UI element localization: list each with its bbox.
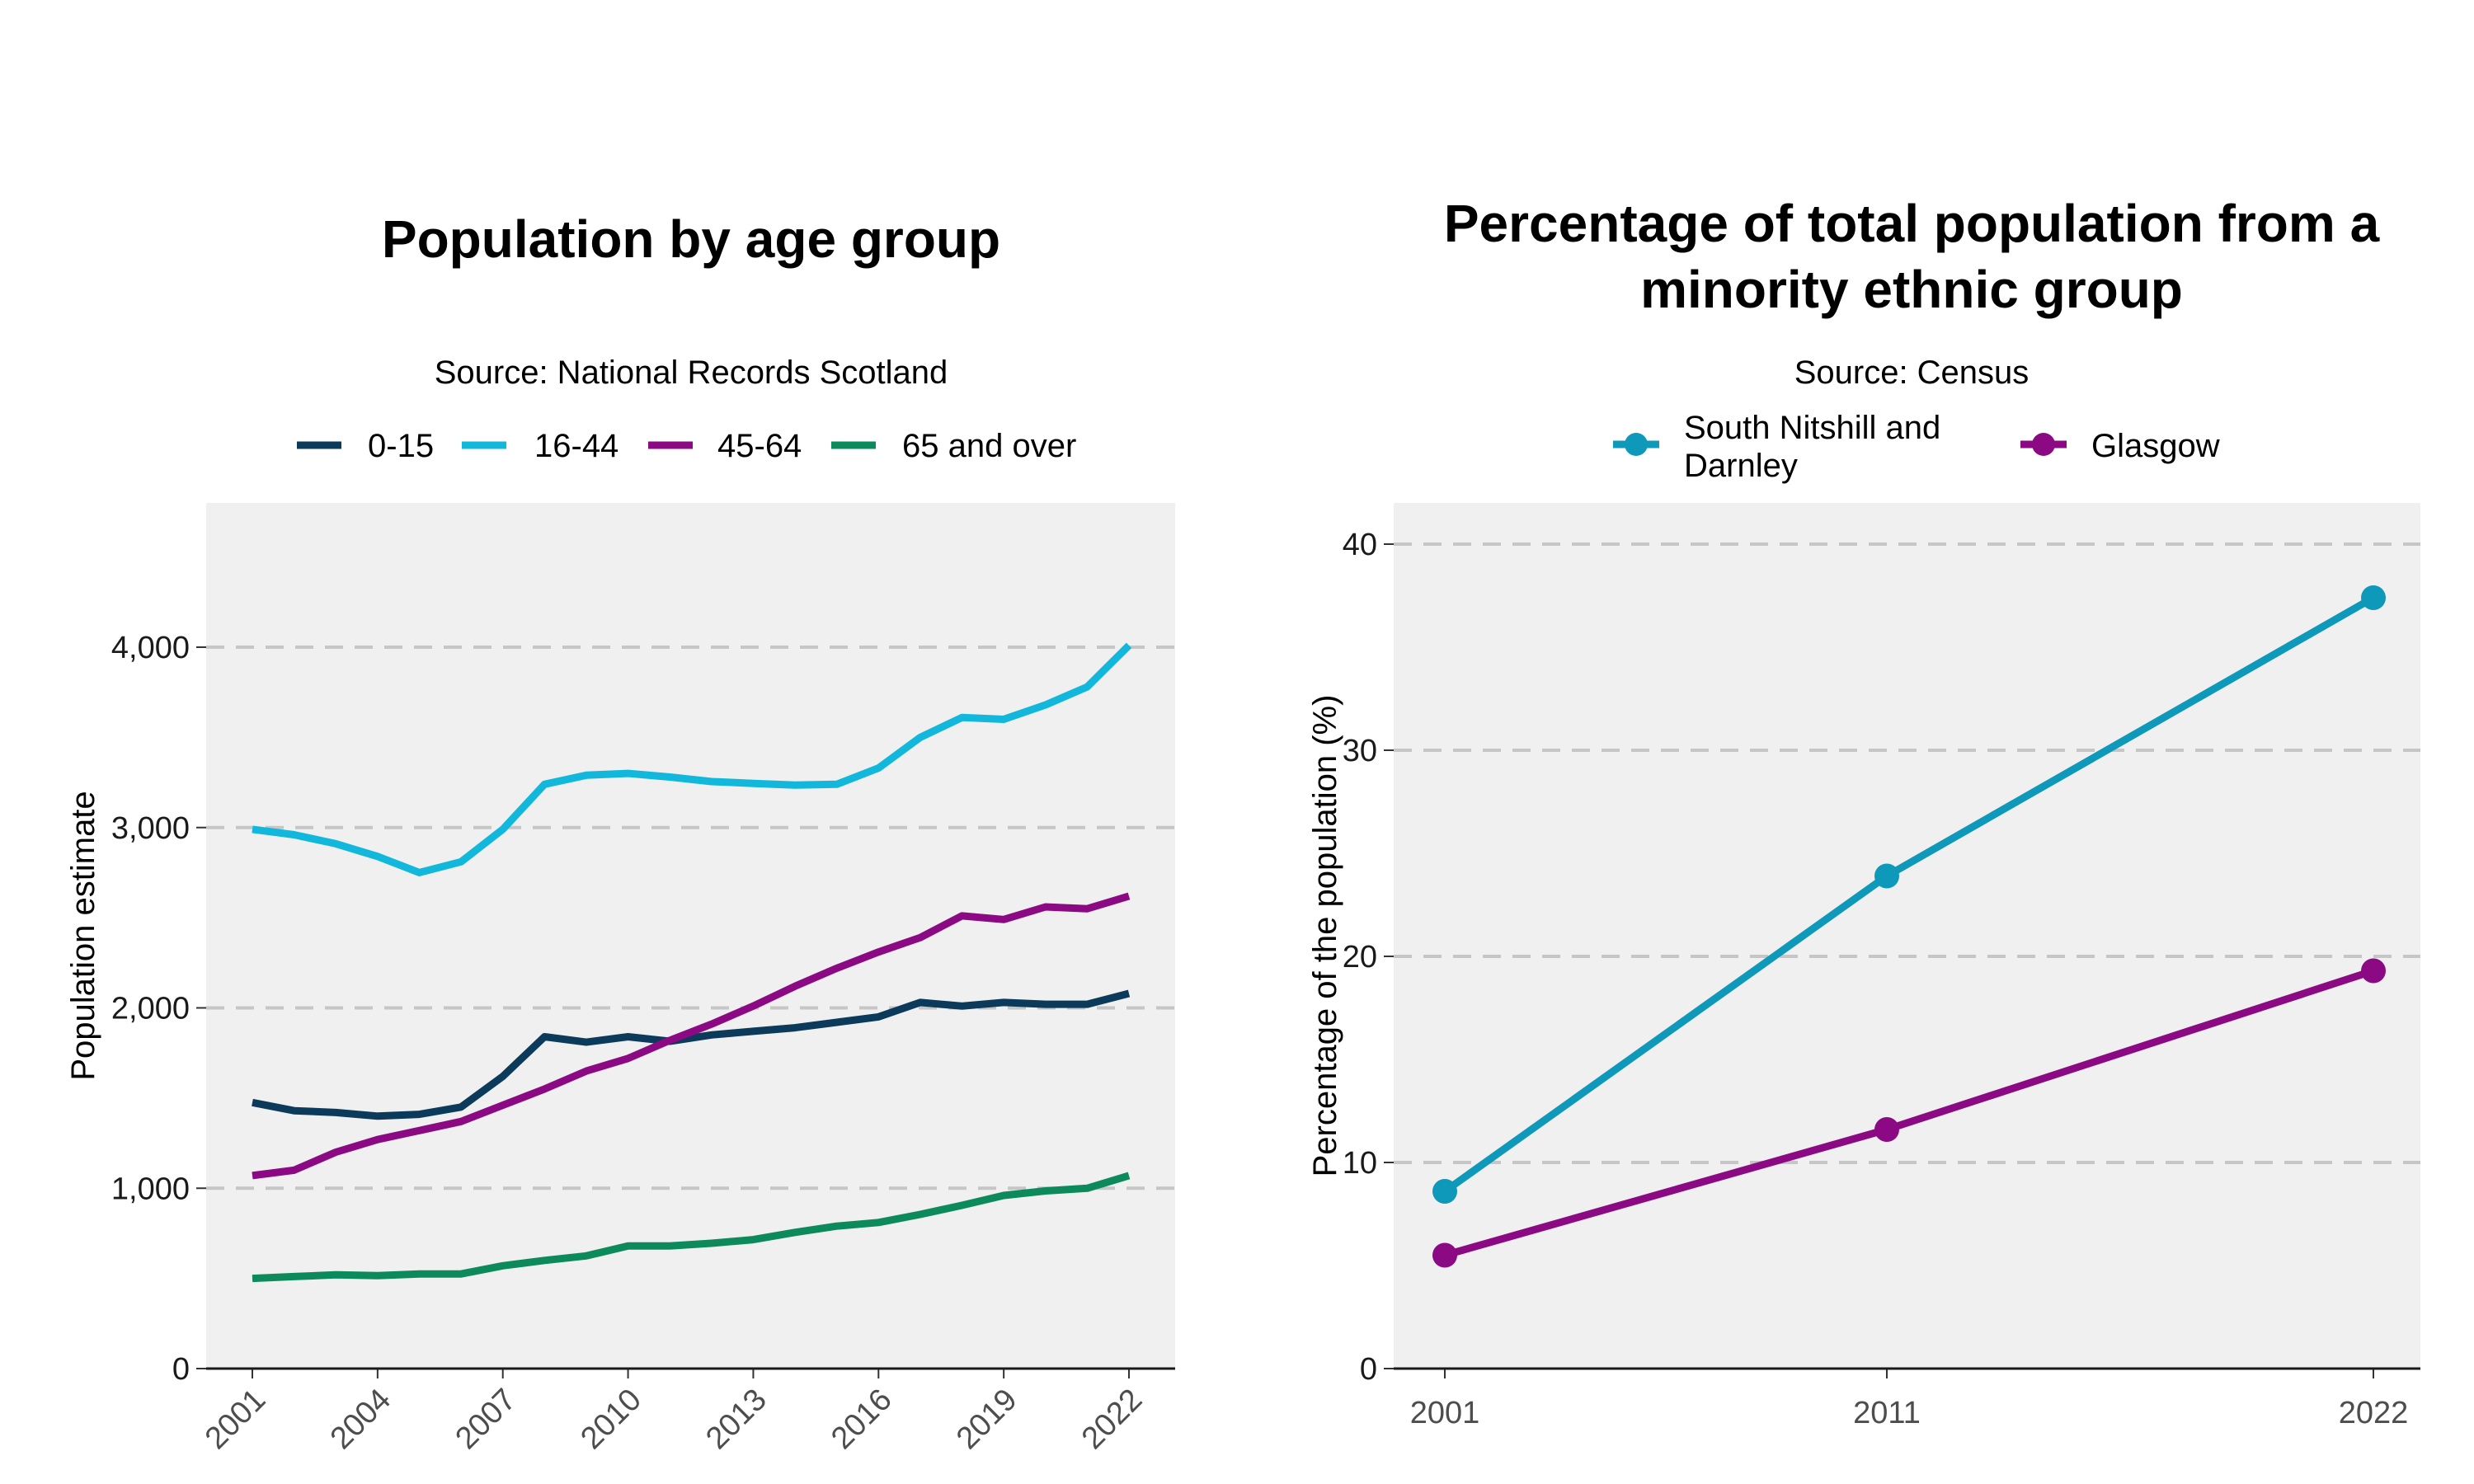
x-tick-label: 2019: [950, 1383, 1023, 1456]
x-tick-label: 2016: [825, 1383, 898, 1456]
x-tick-label: 2011: [1853, 1396, 1921, 1430]
chart1-gridlines: [206, 646, 1175, 1190]
x-tick-label: 2013: [699, 1383, 773, 1456]
chart1-y-axis-label: Population estimate: [65, 791, 101, 1080]
legend-label-glasgow: Glasgow: [2091, 428, 2220, 464]
chart1-plot-panel: [206, 503, 1175, 1369]
chart-population-by-age: Population by age group Source: National…: [65, 209, 1175, 1456]
chart1-title: Population by age group: [382, 209, 1000, 269]
y-tick-label: 0: [1360, 1352, 1377, 1387]
chart2-title-line-2: minority ethnic group: [1640, 260, 2183, 319]
chart2-title-line-1: Percentage of total population from a: [1444, 194, 2380, 253]
chart2-legend: South Nitshill and Darnley Glasgow: [1613, 410, 2220, 484]
chart2-y-axis-label: Percentage of the population (%): [1307, 695, 1343, 1177]
legend-item-glasgow: Glasgow: [2020, 428, 2220, 464]
series-line-45-64: [252, 892, 1131, 1180]
legend-label-16-44: 16-44: [534, 428, 618, 464]
legend-marker-south-nitshill: [1625, 433, 1648, 456]
chart2-series: [1432, 585, 2386, 1268]
chart-minority-ethnic-percentage: Percentage of total population from a mi…: [1307, 194, 2420, 1430]
chart1-legend: 0-15 16-44 45-64 65 and over: [297, 428, 1076, 464]
legend-label-45-64: 45-64: [717, 428, 802, 464]
chart2-subtitle: Source: Census: [1794, 355, 2030, 391]
legend-item-45-64: 45-64: [648, 428, 802, 464]
y-tick-label: 0: [172, 1352, 190, 1387]
chart1-x-axis: 2001 2004 2007 2010 2013 2016 2019 2022: [199, 1369, 1149, 1456]
legend-item-south-nitshill: South Nitshill and Darnley: [1613, 410, 1940, 484]
chart1-y-axis: 0 1,000 2,000 3,000 4,000: [111, 631, 206, 1387]
x-tick-label: 2001: [1410, 1396, 1480, 1430]
chart1-series: [252, 642, 1132, 1283]
chart2-y-axis: 0 10 20 30 40: [1343, 528, 1394, 1387]
x-tick-label: 2022: [1075, 1383, 1149, 1456]
chart2-gridlines: [1394, 542, 2420, 1164]
x-tick-label: 2022: [2339, 1396, 2409, 1430]
legend-label-south-nitshill-line-2: Darnley: [1684, 448, 1798, 484]
chart2-plot-panel: [1394, 503, 2420, 1369]
legend-item-0-15: 0-15: [297, 428, 434, 464]
data-point-south-nitshill-and-darnley-2001: [1432, 1179, 1457, 1204]
data-point-glasgow-2022: [2361, 958, 2386, 984]
legend-label-65-and-over: 65 and over: [902, 428, 1076, 464]
legend-marker-glasgow: [2032, 433, 2055, 456]
series-line-0-15: [252, 989, 1131, 1120]
x-tick-label: 2010: [574, 1383, 647, 1456]
y-tick-label: 1,000: [111, 1172, 190, 1206]
series-line-65-and-over: [252, 1172, 1131, 1283]
chart2-x-axis: 2001 2011 2022: [1410, 1369, 2409, 1430]
y-tick-label: 30: [1343, 734, 1377, 768]
series-line-16-44: [252, 642, 1132, 876]
data-point-south-nitshill-and-darnley-2022: [2361, 585, 2386, 610]
y-tick-label: 4,000: [111, 631, 190, 665]
legend-item-65-and-over: 65 and over: [831, 428, 1076, 464]
data-point-south-nitshill-and-darnley-2011: [1874, 863, 1899, 889]
x-tick-label: 2001: [199, 1383, 272, 1456]
y-tick-label: 3,000: [111, 811, 190, 846]
legend-label-0-15: 0-15: [368, 428, 434, 464]
x-tick-label: 2007: [449, 1383, 523, 1456]
data-point-glasgow-2011: [1874, 1117, 1899, 1142]
chart1-subtitle: Source: National Records Scotland: [435, 355, 948, 391]
x-tick-label: 2004: [324, 1383, 397, 1456]
data-point-glasgow-2001: [1432, 1242, 1457, 1268]
y-tick-label: 2,000: [111, 992, 190, 1026]
y-tick-label: 20: [1343, 940, 1377, 974]
legend-label-south-nitshill-line-1: South Nitshill and: [1684, 410, 1940, 446]
legend-item-16-44: 16-44: [462, 428, 618, 464]
y-tick-label: 10: [1343, 1146, 1377, 1181]
y-tick-label: 40: [1343, 528, 1377, 562]
